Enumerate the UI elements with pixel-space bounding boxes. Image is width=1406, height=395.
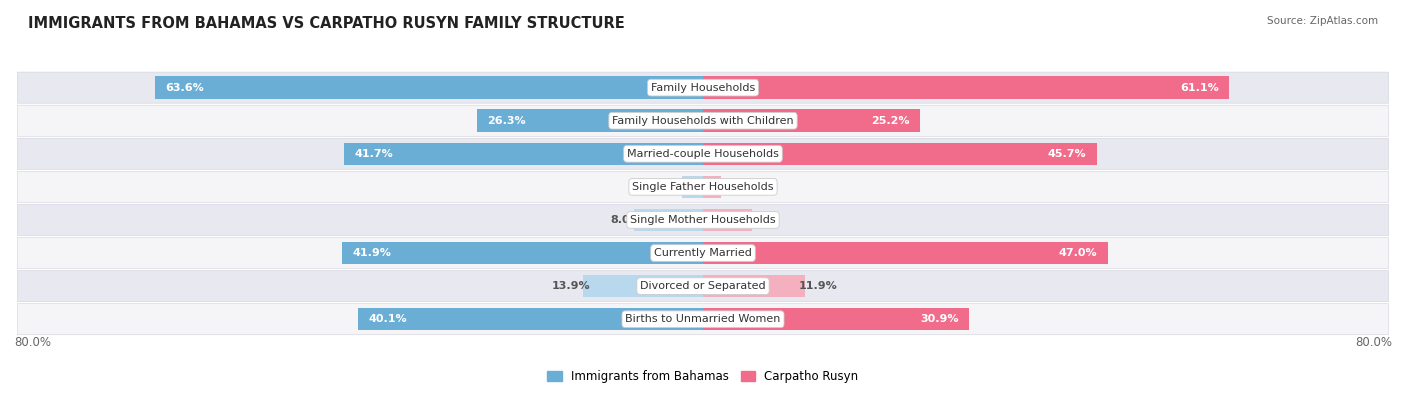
Text: 25.2%: 25.2% xyxy=(872,116,910,126)
Bar xyxy=(703,76,1229,99)
Text: Family Households with Children: Family Households with Children xyxy=(612,116,794,126)
Text: 63.6%: 63.6% xyxy=(166,83,204,93)
Text: Family Households: Family Households xyxy=(651,83,755,93)
FancyBboxPatch shape xyxy=(17,205,1389,235)
Text: Single Father Households: Single Father Households xyxy=(633,182,773,192)
Bar xyxy=(703,242,1108,264)
Text: 11.9%: 11.9% xyxy=(799,281,838,291)
Text: Single Mother Households: Single Mother Households xyxy=(630,215,776,225)
Text: Divorced or Separated: Divorced or Separated xyxy=(640,281,766,291)
Bar xyxy=(703,209,752,231)
FancyBboxPatch shape xyxy=(17,138,1389,169)
FancyBboxPatch shape xyxy=(17,105,1389,136)
Text: 80.0%: 80.0% xyxy=(1355,337,1392,350)
Bar xyxy=(703,109,920,132)
Text: 45.7%: 45.7% xyxy=(1047,149,1087,159)
Text: IMMIGRANTS FROM BAHAMAS VS CARPATHO RUSYN FAMILY STRUCTURE: IMMIGRANTS FROM BAHAMAS VS CARPATHO RUSY… xyxy=(28,16,624,31)
Text: 2.4%: 2.4% xyxy=(658,182,689,192)
Bar xyxy=(634,209,703,231)
Text: Source: ZipAtlas.com: Source: ZipAtlas.com xyxy=(1267,16,1378,26)
Bar xyxy=(342,242,703,264)
FancyBboxPatch shape xyxy=(17,171,1389,202)
FancyBboxPatch shape xyxy=(17,72,1389,103)
Text: 40.1%: 40.1% xyxy=(368,314,406,324)
Bar xyxy=(155,76,703,99)
FancyBboxPatch shape xyxy=(17,237,1389,269)
Text: 80.0%: 80.0% xyxy=(14,337,51,350)
Bar xyxy=(703,143,1097,165)
Bar xyxy=(703,308,969,331)
Text: 30.9%: 30.9% xyxy=(921,314,959,324)
Bar xyxy=(477,109,703,132)
FancyBboxPatch shape xyxy=(17,304,1389,335)
Text: 8.0%: 8.0% xyxy=(610,215,641,225)
Text: Married-couple Households: Married-couple Households xyxy=(627,149,779,159)
Text: 2.1%: 2.1% xyxy=(714,182,745,192)
Text: Births to Unmarried Women: Births to Unmarried Women xyxy=(626,314,780,324)
Bar xyxy=(344,143,703,165)
Bar xyxy=(682,176,703,198)
Text: 41.7%: 41.7% xyxy=(354,149,392,159)
Bar xyxy=(357,308,703,331)
FancyBboxPatch shape xyxy=(17,271,1389,302)
Text: 5.7%: 5.7% xyxy=(745,215,776,225)
Bar xyxy=(703,176,721,198)
Text: 47.0%: 47.0% xyxy=(1059,248,1098,258)
Text: 41.9%: 41.9% xyxy=(353,248,391,258)
Text: 26.3%: 26.3% xyxy=(486,116,526,126)
Bar xyxy=(583,275,703,297)
Text: Currently Married: Currently Married xyxy=(654,248,752,258)
Legend: Immigrants from Bahamas, Carpatho Rusyn: Immigrants from Bahamas, Carpatho Rusyn xyxy=(543,366,863,388)
Text: 61.1%: 61.1% xyxy=(1180,83,1219,93)
Bar xyxy=(703,275,806,297)
Text: 13.9%: 13.9% xyxy=(551,281,591,291)
